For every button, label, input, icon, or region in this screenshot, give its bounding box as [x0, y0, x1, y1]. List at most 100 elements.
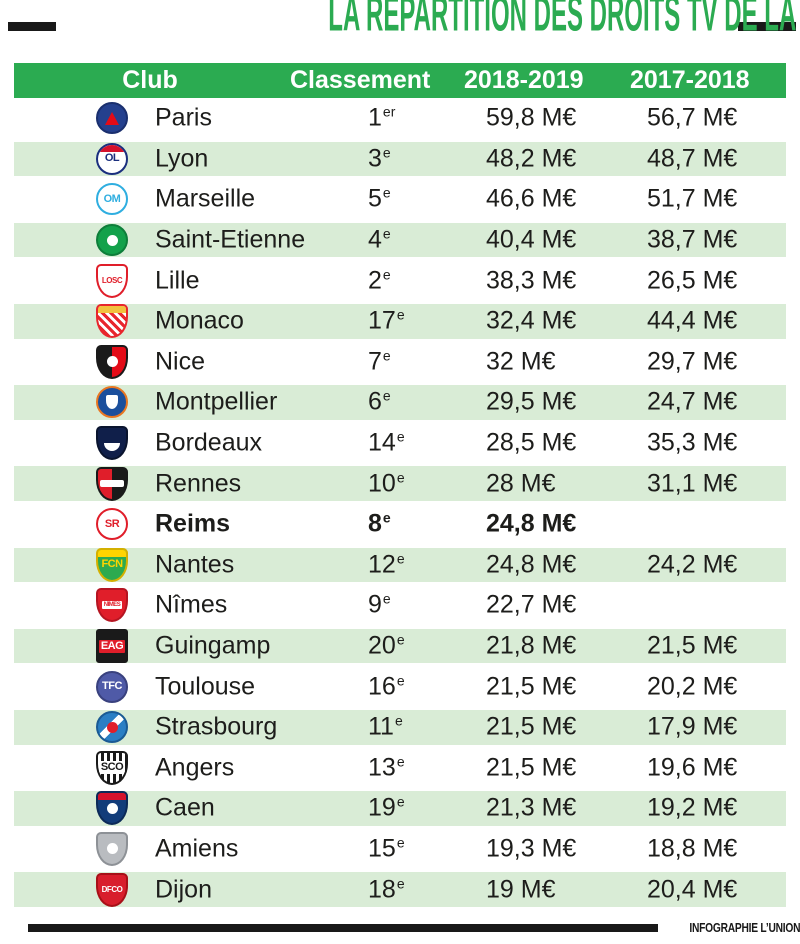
club-name: Lille	[155, 266, 200, 295]
club-rank: 15e	[368, 835, 405, 861]
club-name: Angers	[155, 753, 235, 782]
table-row: Amiens 15e 19,3 M€ 18,8 M€	[14, 828, 786, 870]
title-bar: LA RÉPARTITION DES DROITS TV DE LA LI EN…	[0, 0, 800, 50]
rank-number: 10	[368, 469, 396, 498]
rank-ordinal-suffix: e	[396, 631, 405, 648]
club-name: Strasbourg	[155, 712, 278, 741]
rank-ordinal-suffix: e	[396, 672, 405, 689]
rank-ordinal-suffix: e	[396, 469, 405, 486]
value-2017-2018: 26,5 M€	[647, 266, 738, 295]
club-rank: 11e	[368, 714, 403, 740]
nice-crest-icon	[96, 344, 128, 379]
table-row: SCO Angers 13e 21,5 M€ 19,6 M€	[14, 747, 786, 789]
table-row: Nice 7e 32 M€ 29,7 M€	[14, 341, 786, 383]
club-name: Saint-Etienne	[155, 225, 306, 254]
value-2018-2019: 28,5 M€	[486, 428, 577, 457]
value-2017-2018: 17,9 M€	[647, 712, 738, 741]
amiens-crest-icon	[96, 831, 128, 866]
club-rank: 2e	[368, 267, 391, 293]
rank-number: 20	[368, 631, 396, 660]
rank-ordinal-suffix: e	[382, 387, 391, 404]
table-row: FCN Nantes 12e 24,8 M€ 24,2 M€	[14, 544, 786, 586]
value-2018-2019: 32,4 M€	[486, 306, 577, 335]
club-rank: 17e	[368, 308, 405, 334]
club-rank: 1er	[368, 105, 395, 131]
club-rank: 19e	[368, 793, 405, 822]
crest-motif-icon: EAG	[98, 639, 126, 653]
value-2018-2019: 46,6 M€	[486, 184, 577, 213]
rank-ordinal-suffix: e	[382, 184, 391, 201]
club-name: Montpellier	[155, 387, 278, 416]
crest-motif-icon: OM	[103, 192, 121, 205]
rank-number: 18	[368, 875, 396, 904]
club-name: Lyon	[155, 144, 209, 173]
value-2018-2019: 32 M€	[486, 347, 556, 376]
value-2017-2018: 20,2 M€	[647, 672, 738, 701]
infographic-credit: INFOGRAPHIE L’UNION	[689, 921, 800, 935]
rank-ordinal-suffix: e	[396, 753, 405, 770]
club-name: Nîmes	[155, 590, 228, 619]
rank-number: 14	[368, 428, 396, 457]
rank-number: 9	[368, 590, 382, 619]
rank-number: 19	[368, 793, 396, 822]
crest-motif-icon: NÎMES	[101, 601, 123, 610]
value-2018-2019: 24,8 M€	[486, 509, 577, 538]
value-2018-2019: 21,3 M€	[486, 793, 577, 822]
crest-band-icon	[98, 793, 126, 801]
value-2017-2018: 21,5 M€	[647, 631, 738, 660]
club-rank: 12e	[368, 550, 405, 579]
crest-motif-icon	[105, 111, 119, 125]
rank-ordinal-suffix: e	[396, 428, 405, 445]
table-row: EAG Guingamp 20e 21,8 M€ 21,5 M€	[14, 625, 786, 667]
rank-number: 5	[368, 184, 382, 213]
crest-band-icon	[98, 144, 126, 152]
table-row: NÎMES Nîmes 9e 22,7 M€	[14, 585, 786, 626]
table-body: Paris 1er 59,8 M€ 56,7 M€ OL Lyon 3e 48,…	[14, 98, 786, 910]
crest-motif-icon	[104, 443, 120, 452]
value-2017-2018: 31,1 M€	[647, 469, 738, 498]
club-name: Toulouse	[155, 672, 256, 701]
club-rank: 5e	[368, 184, 391, 213]
value-2017-2018: 24,2 M€	[647, 550, 738, 579]
psg-crest-icon	[96, 102, 128, 135]
club-name: Caen	[155, 793, 215, 822]
club-name: Monaco	[155, 306, 244, 335]
montpellier-crest-icon	[96, 386, 128, 419]
club-name: Reims	[155, 509, 231, 538]
nantes-crest-icon: FCN	[96, 547, 128, 582]
rank-number: 6	[368, 387, 382, 416]
value-2017-2018: 29,7 M€	[647, 347, 738, 376]
crest-motif-icon: SR	[104, 517, 120, 530]
club-rank: 7e	[368, 347, 391, 376]
value-2017-2018: 20,4 M€	[647, 875, 738, 904]
monaco-crest-icon	[96, 304, 128, 339]
value-2018-2019: 40,4 M€	[486, 225, 577, 254]
rennes-crest-icon	[96, 466, 128, 501]
club-name: Paris	[155, 103, 212, 132]
rank-number: 8	[368, 509, 382, 538]
club-name: Marseille	[155, 184, 256, 213]
rank-ordinal-suffix: e	[396, 875, 405, 892]
angers-crest-icon: SCO	[96, 750, 128, 785]
rank-number: 7	[368, 347, 382, 376]
value-2018-2019: 59,8 M€	[486, 103, 577, 132]
rank-number: 12	[368, 550, 396, 579]
club-rank: 10e	[368, 469, 405, 498]
club-name: Rennes	[155, 469, 242, 498]
value-2018-2019: 29,5 M€	[486, 387, 577, 416]
table-row: Monaco 17e 32,4 M€ 44,4 M€	[14, 300, 786, 342]
value-2018-2019: 21,5 M€	[486, 712, 577, 741]
crest-motif-icon	[106, 234, 118, 246]
table-row: Strasbourg 11e 21,5 M€ 17,9 M€	[14, 706, 786, 748]
reims-crest-icon: SR	[96, 508, 128, 541]
saint-etienne-crest-icon	[96, 224, 128, 257]
header-classement: Classement	[290, 66, 431, 94]
table-row: LOSC Lille 2e 38,3 M€ 26,5 M€	[14, 260, 786, 301]
title-dash-right-icon	[738, 22, 796, 31]
value-2017-2018: 18,8 M€	[647, 834, 738, 863]
crest-band-icon	[98, 549, 126, 557]
value-2018-2019: 19,3 M€	[486, 834, 577, 863]
rank-ordinal-suffix: e	[396, 793, 405, 810]
table-row: Bordeaux 14e 28,5 M€ 35,3 M€	[14, 422, 786, 464]
rank-ordinal-suffix: e	[396, 550, 405, 567]
